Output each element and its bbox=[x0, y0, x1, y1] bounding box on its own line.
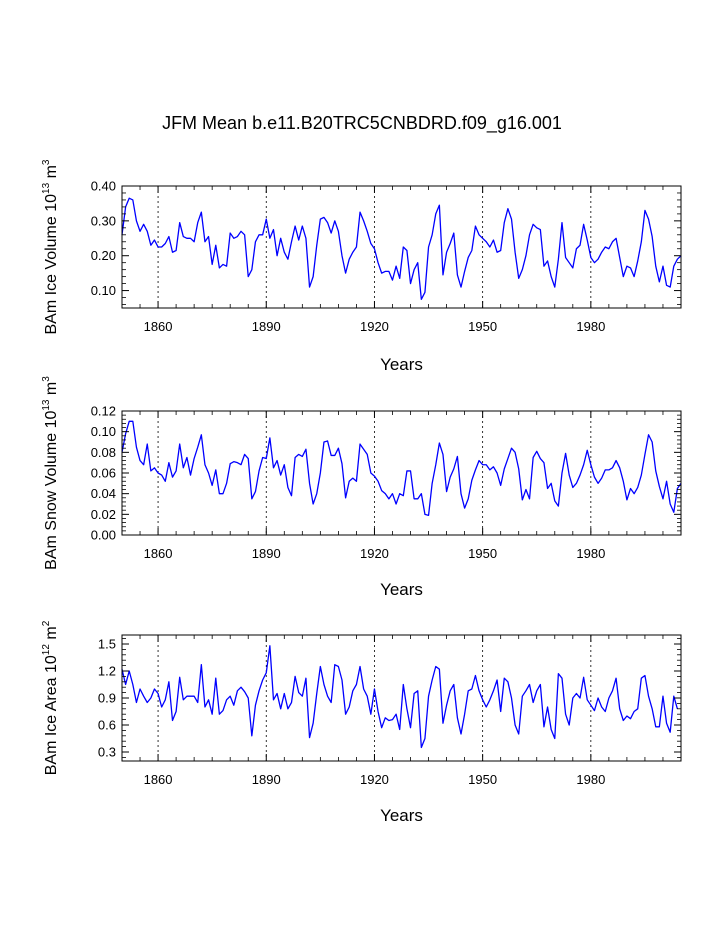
panel-ice-volume: 1860 1890 1920 1950 1980 0.10 0.20 0.30 0.40 Year… bbox=[41, 159, 682, 374]
figure-title: JFM Mean b.e11.B20TRC5CNBDRD.f09_g16.001 bbox=[162, 113, 562, 134]
series-line-ice-volume bbox=[121, 197, 682, 300]
y-tick-label: 0.10 bbox=[91, 283, 116, 298]
y-axis-label: BAm Ice Volume 1013 m3 bbox=[41, 159, 60, 334]
x-tick-label: 1860 bbox=[144, 772, 173, 787]
y-tick-label: 0.08 bbox=[91, 445, 116, 460]
y-tick-label: 0.00 bbox=[91, 528, 116, 543]
y-tick-label: 0.10 bbox=[91, 424, 116, 439]
y-tick-label: 0.9 bbox=[98, 691, 116, 706]
y-tick-label: 0.20 bbox=[91, 248, 116, 263]
x-tick-label: 1950 bbox=[468, 772, 497, 787]
y-axis-label: BAm Snow Volume 1013 m3 bbox=[41, 376, 60, 570]
y-tick-label: 0.30 bbox=[91, 213, 116, 228]
y-tick-label: 0.06 bbox=[91, 466, 116, 481]
y-tick-label: 0.3 bbox=[98, 745, 116, 760]
y-tick-label: 0.12 bbox=[91, 404, 116, 419]
y-tick-label: 0.40 bbox=[91, 179, 116, 194]
series-line-ice-area bbox=[121, 645, 679, 749]
panel-snow-volume: 1860 1890 1920 1950 1980 0.00 0.02 0.04 0.06 0.08… bbox=[41, 376, 682, 599]
x-tick-label: 1950 bbox=[468, 319, 497, 334]
series-line-snow-volume bbox=[121, 420, 682, 517]
x-tick-label: 1980 bbox=[576, 772, 605, 787]
y-tick-label: 1.5 bbox=[98, 637, 116, 652]
x-tick-label: 1980 bbox=[576, 546, 605, 561]
x-axis-label: Years bbox=[380, 580, 423, 599]
y-tick-label: 0.02 bbox=[91, 507, 116, 522]
plot-frame bbox=[121, 634, 682, 762]
x-tick-label: 1920 bbox=[360, 319, 389, 334]
x-tick-label: 1890 bbox=[252, 546, 281, 561]
y-tick-label: 0.6 bbox=[98, 718, 116, 733]
x-tick-label: 1860 bbox=[144, 546, 173, 561]
x-tick-label: 1890 bbox=[252, 772, 281, 787]
plot-frame bbox=[121, 410, 682, 536]
y-tick-label: 1.2 bbox=[98, 664, 116, 679]
x-axis-label: Years bbox=[380, 355, 423, 374]
x-tick-label: 1920 bbox=[360, 772, 389, 787]
x-tick-label: 1860 bbox=[144, 319, 173, 334]
x-tick-label: 1890 bbox=[252, 319, 281, 334]
y-axis-label: BAm Ice Area 1012 m2 bbox=[41, 620, 60, 775]
panel-ice-area: 1860 1890 1920 1950 1980 0.3 0.6 0.9 1.2 1.5 Years… bbox=[41, 620, 682, 825]
x-tick-label: 1950 bbox=[468, 546, 497, 561]
panels: 1860 1890 1920 1950 1980 0.10 0.20 0.30 0.40 Year… bbox=[41, 159, 682, 825]
x-axis-label: Years bbox=[380, 806, 423, 825]
plot-frame bbox=[121, 185, 682, 309]
x-tick-label: 1980 bbox=[576, 319, 605, 334]
x-tick-label: 1920 bbox=[360, 546, 389, 561]
y-tick-label: 0.04 bbox=[91, 486, 116, 501]
